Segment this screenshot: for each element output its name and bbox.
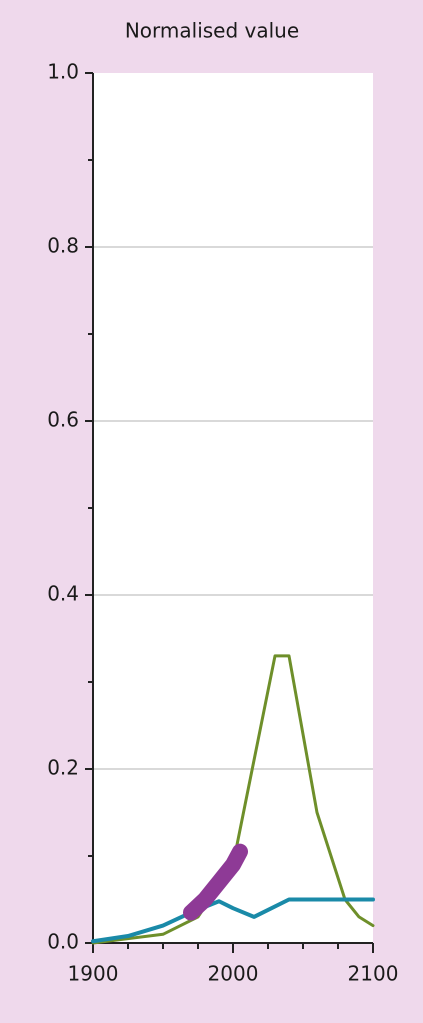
y-tick-label: 0.0 [47, 930, 79, 954]
y-tick-label: 0.6 [47, 408, 79, 432]
y-tick-label: 1.0 [47, 60, 79, 84]
series-line [91, 654, 375, 945]
x-tick-label: 2100 [348, 962, 399, 986]
plot-area [93, 73, 373, 943]
series-line [91, 897, 375, 944]
chart-title: Normalised value [125, 19, 299, 43]
y-tick-label: 0.8 [47, 234, 79, 258]
y-tick-label: 0.4 [47, 582, 79, 606]
series-line [183, 843, 248, 921]
x-tick-label: 1900 [68, 962, 119, 986]
y-tick-label: 0.2 [47, 756, 79, 780]
x-tick-label: 2000 [208, 962, 259, 986]
